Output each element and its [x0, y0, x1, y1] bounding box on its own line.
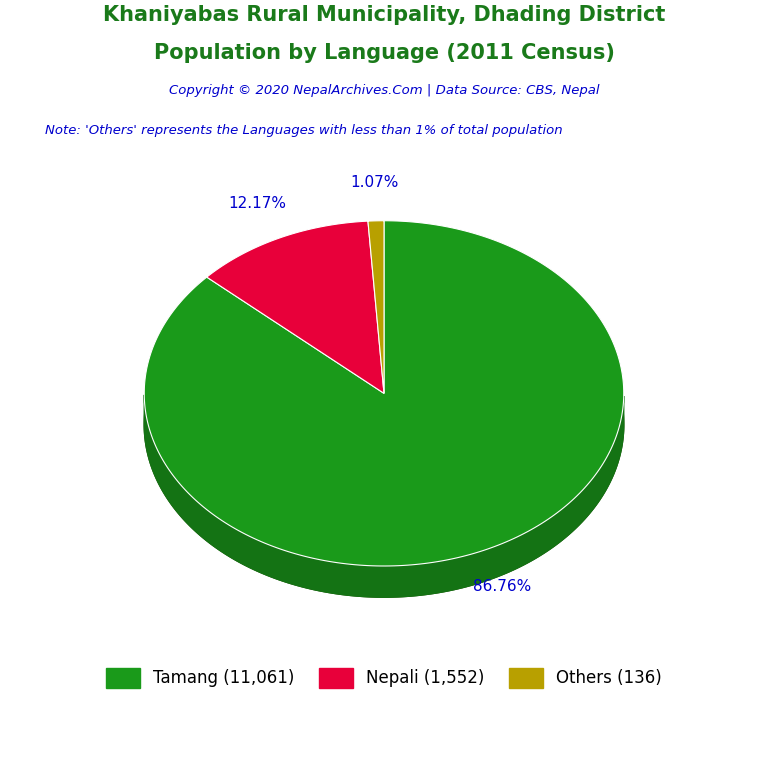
Text: Copyright © 2020 NepalArchives.Com | Data Source: CBS, Nepal: Copyright © 2020 NepalArchives.Com | Dat… — [169, 84, 599, 97]
Polygon shape — [368, 220, 384, 393]
Text: 12.17%: 12.17% — [228, 196, 286, 211]
Text: Note: 'Others' represents the Languages with less than 1% of total population: Note: 'Others' represents the Languages … — [45, 124, 562, 137]
Polygon shape — [144, 252, 624, 598]
Text: Khaniyabas Rural Municipality, Dhading District: Khaniyabas Rural Municipality, Dhading D… — [103, 5, 665, 25]
Text: 1.07%: 1.07% — [350, 175, 399, 190]
Legend: Tamang (11,061), Nepali (1,552), Others (136): Tamang (11,061), Nepali (1,552), Others … — [100, 661, 668, 695]
Polygon shape — [144, 395, 624, 598]
Polygon shape — [207, 221, 384, 393]
Text: 86.76%: 86.76% — [473, 578, 531, 594]
Text: Population by Language (2011 Census): Population by Language (2011 Census) — [154, 43, 614, 63]
Polygon shape — [144, 220, 624, 566]
